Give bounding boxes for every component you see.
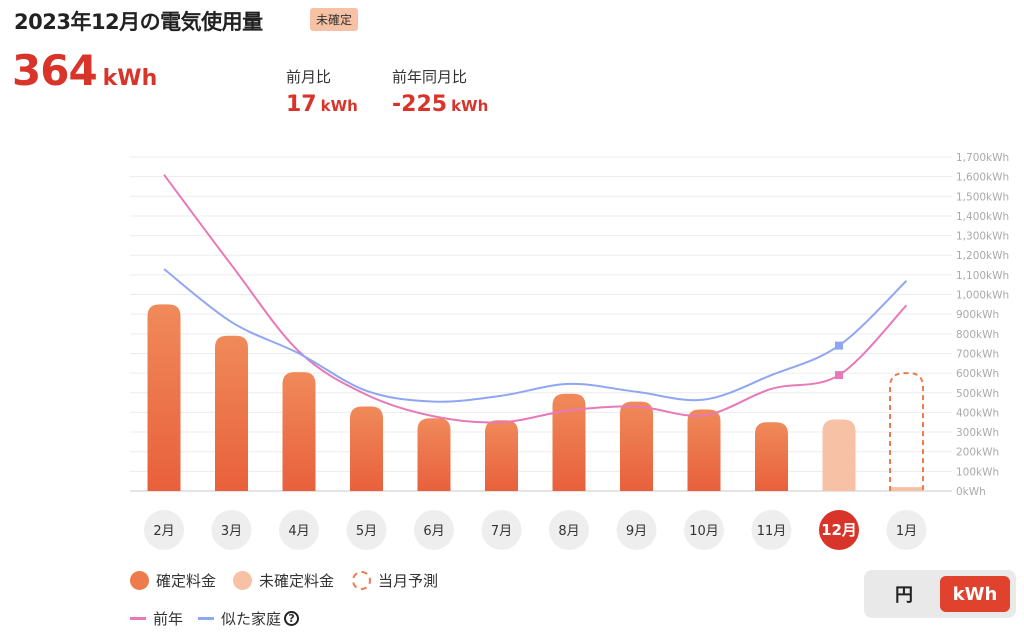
- yen-toggle-button[interactable]: 円: [895, 585, 913, 606]
- y-tick-label: 1,700kWh: [956, 152, 1009, 164]
- y-tick-label: 500kWh: [956, 388, 999, 400]
- month-label: 4月: [288, 524, 309, 539]
- prev-year-value: -225 kWh: [392, 92, 488, 117]
- month-pill: [549, 510, 589, 550]
- month-label: 9月: [626, 524, 647, 539]
- y-tick-label: 0kWh: [956, 486, 986, 498]
- kwh-toggle-button[interactable]: kWh: [940, 576, 1010, 612]
- total-usage-unit: kWh: [102, 66, 158, 91]
- forecast-swatch-icon: [352, 571, 371, 590]
- month-label: 10月: [689, 524, 719, 539]
- prev-year-label: 前年同月比: [392, 68, 468, 86]
- prev-month-number: 17: [286, 92, 317, 117]
- month-pill: [211, 510, 252, 550]
- forecast-bar: [889, 372, 924, 491]
- prev-year-number: -225: [392, 92, 448, 117]
- prev-year-line: [163, 174, 908, 424]
- prev-year-unit: kWh: [451, 97, 489, 115]
- month-pill: [481, 510, 522, 550]
- usage-bar: [485, 420, 518, 491]
- y-tick-label: 800kWh: [956, 329, 999, 341]
- usage-bar: [282, 372, 316, 491]
- total-usage: 364 kWh: [12, 46, 157, 95]
- y-tick-label: 400kWh: [956, 407, 999, 419]
- month-label: 11月: [757, 524, 787, 539]
- legend-similar-home-label: 似た家庭: [221, 610, 282, 628]
- usage-chart: 0kWh 100kWh 200kWh 300kWh 400kWh 500kWh 600kWh…: [130, 152, 1009, 550]
- unit-toggle: 円 kWh: [864, 570, 1016, 618]
- month-pill: [819, 510, 859, 550]
- y-tick-label: 300kWh: [956, 427, 999, 439]
- legend-prev-year-label: 前年: [153, 610, 184, 628]
- y-tick-label: 100kWh: [956, 466, 999, 478]
- prev-year-marker: [835, 371, 843, 380]
- prev-month-value: 17 kWh: [286, 92, 358, 117]
- legend-prev-year: 前年: [130, 608, 183, 629]
- y-tick-label: 200kWh: [956, 447, 999, 459]
- usage-bar: [755, 422, 788, 491]
- prev-month-unit: kWh: [320, 97, 358, 115]
- month-pill: [616, 510, 657, 550]
- month-label: 5月: [356, 524, 377, 539]
- month-pill: [279, 510, 319, 550]
- usage-bar: [890, 487, 923, 491]
- usage-bar: [215, 335, 248, 491]
- usage-bar: [822, 419, 856, 491]
- legend-unconfirmed: 未確定料金: [233, 570, 334, 591]
- month-label: 7月: [491, 524, 512, 539]
- similar-home-line: [163, 268, 908, 403]
- page-title: 2023年12月の電気使用量: [14, 10, 263, 34]
- total-usage-value: 364: [12, 46, 98, 95]
- usage-bar: [687, 409, 721, 491]
- y-tick-label: 1,600kWh: [956, 172, 1009, 184]
- month-label: 8月: [558, 524, 579, 539]
- month-pill: [684, 510, 724, 550]
- month-label: 1月: [896, 524, 917, 539]
- y-tick-label: 1,100kWh: [956, 270, 1009, 282]
- legend-confirmed: 確定料金: [130, 570, 216, 591]
- usage-bar: [552, 393, 586, 491]
- confirmed-swatch-icon: [130, 571, 149, 590]
- y-tick-label: 900kWh: [956, 309, 999, 321]
- y-tick-label: 600kWh: [956, 368, 999, 380]
- prev-year-line-icon: [130, 617, 146, 620]
- month-label: 2月: [153, 524, 174, 539]
- month-pill: [414, 510, 454, 550]
- usage-bar: [350, 406, 383, 491]
- legend-similar-home: 似た家庭 ?: [198, 608, 300, 629]
- legend-forecast-label: 当月予測: [378, 572, 439, 590]
- month-pill: [144, 510, 184, 550]
- usage-bar: [620, 401, 653, 491]
- month-pill: [346, 510, 387, 550]
- y-tick-label: 700kWh: [956, 348, 999, 360]
- y-tick-label: 1,500kWh: [956, 191, 1009, 203]
- month-label: 12月: [821, 521, 857, 539]
- month-pill: [751, 510, 792, 550]
- usage-bar: [417, 418, 451, 491]
- y-tick-label: 1,000kWh: [956, 290, 1009, 302]
- legend-unconfirmed-label: 未確定料金: [259, 572, 335, 590]
- similar-home-line-icon: [198, 617, 214, 620]
- usage-bar: [147, 304, 181, 491]
- similar-home-marker: [835, 341, 843, 350]
- unconfirmed-swatch-icon: [233, 571, 252, 590]
- legend-confirmed-label: 確定料金: [156, 572, 217, 590]
- month-label: 3月: [221, 524, 242, 539]
- y-tick-label: 1,300kWh: [956, 231, 1009, 243]
- prev-month-label: 前月比: [286, 68, 332, 86]
- y-tick-label: 1,400kWh: [956, 211, 1009, 223]
- help-icon[interactable]: ?: [284, 611, 300, 626]
- legend-forecast: 当月予測: [352, 570, 438, 591]
- status-badge: 未確定: [310, 8, 359, 31]
- month-label: 6月: [423, 524, 444, 539]
- y-tick-label: 1,200kWh: [956, 250, 1009, 262]
- month-pill: [886, 510, 927, 550]
